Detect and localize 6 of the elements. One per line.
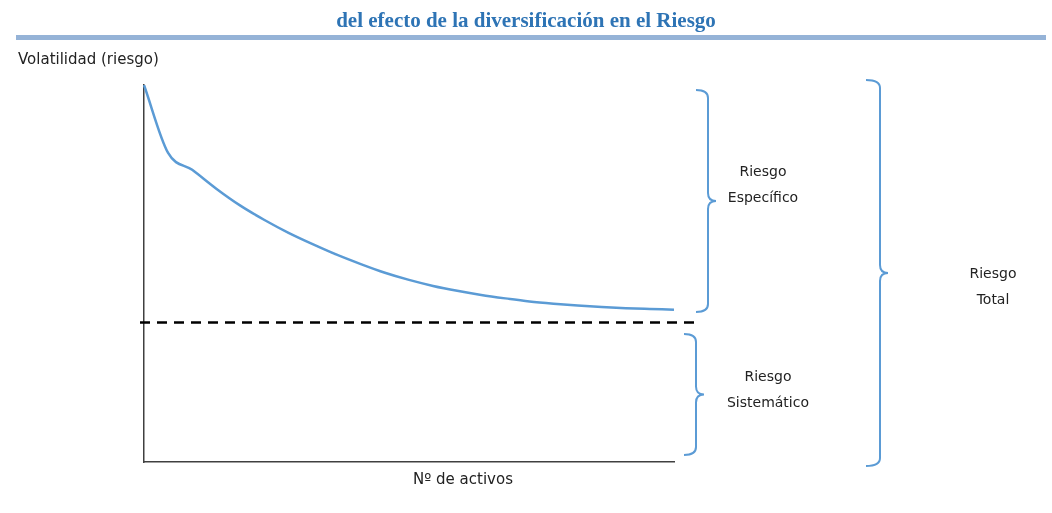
x-axis-title: Nº de activos — [412, 470, 514, 488]
chart-title: del efecto de la diversificación en el Riesgo — [335, 8, 717, 33]
text: Riesgo Total — [968, 264, 1018, 309]
y-axis-title: Volatilidad (riesgo) — [18, 50, 159, 68]
text: Riesgo Sistemático — [726, 367, 810, 412]
text: Riesgo Específico — [726, 162, 800, 207]
